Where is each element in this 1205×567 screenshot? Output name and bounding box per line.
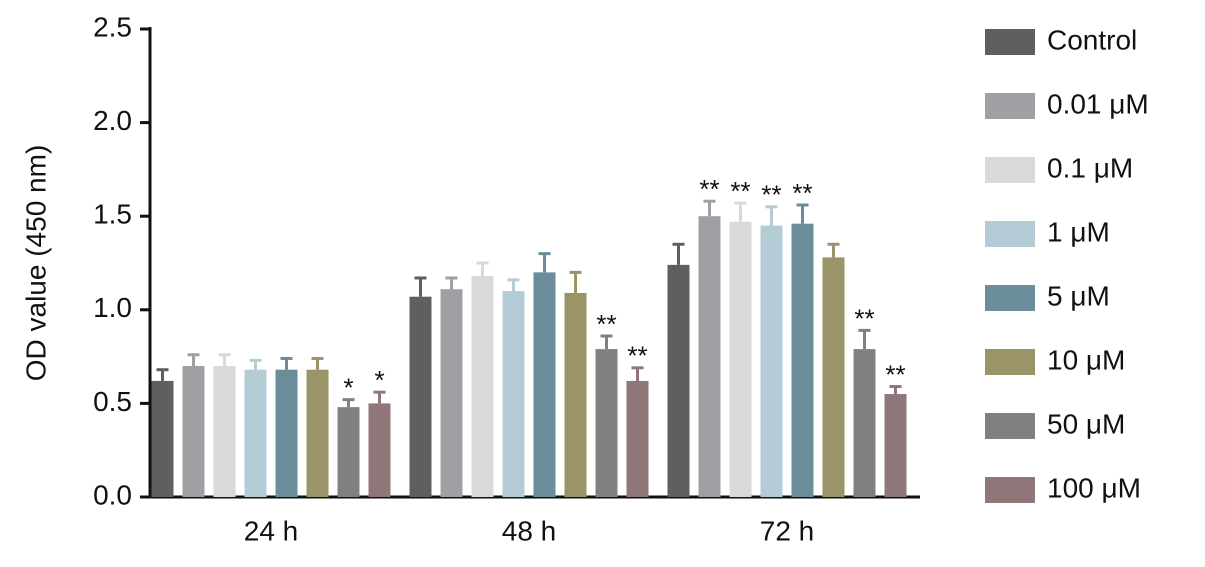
x-tick-label: 24 h [244, 515, 299, 546]
bar [884, 394, 907, 497]
legend-label: Control [1047, 24, 1137, 55]
bar [244, 369, 267, 497]
bar [698, 216, 721, 497]
significance: ** [699, 174, 719, 204]
bar [760, 225, 783, 497]
legend-swatch [985, 477, 1035, 503]
bar [306, 369, 329, 497]
significance: ** [885, 359, 905, 389]
legend-label: 10 μM [1047, 344, 1125, 375]
bar [791, 223, 814, 498]
x-tick-label: 48 h [502, 515, 557, 546]
significance: ** [792, 178, 812, 208]
bar [667, 264, 690, 497]
legend-swatch [985, 93, 1035, 119]
bar [368, 403, 391, 497]
y-axis-label: OD value (450 nm) [20, 145, 51, 382]
bar [213, 365, 236, 497]
bar [822, 257, 845, 497]
bar [471, 276, 494, 497]
bar [275, 369, 298, 497]
legend-swatch [985, 29, 1035, 55]
y-tick-label: 1.5 [93, 199, 132, 230]
legend-swatch [985, 413, 1035, 439]
significance: ** [596, 309, 616, 339]
significance: ** [854, 303, 874, 333]
bar [337, 407, 360, 497]
significance: ** [627, 341, 647, 371]
legend-label: 100 μM [1047, 472, 1141, 503]
y-tick-label: 0.5 [93, 386, 132, 417]
bar [440, 289, 463, 497]
legend-label: 5 μM [1047, 280, 1110, 311]
bar [853, 349, 876, 497]
bar [729, 221, 752, 498]
significance: ** [761, 180, 781, 210]
bar [595, 349, 618, 497]
y-tick-label: 2.5 [93, 11, 132, 42]
bar [533, 272, 556, 497]
bar [502, 291, 525, 497]
legend-swatch [985, 285, 1035, 311]
legend-label: 0.1 μM [1047, 152, 1133, 183]
bar [182, 365, 205, 497]
legend-label: 1 μM [1047, 216, 1110, 247]
legend-label: 0.01 μM [1047, 88, 1149, 119]
bar [626, 380, 649, 497]
legend-swatch [985, 221, 1035, 247]
bar [151, 380, 174, 497]
bar [409, 296, 432, 497]
significance: ** [730, 176, 750, 206]
y-tick-label: 1.0 [93, 292, 132, 323]
legend-swatch [985, 349, 1035, 375]
significance: * [343, 373, 353, 403]
legend-label: 50 μM [1047, 408, 1125, 439]
x-tick-label: 72 h [760, 515, 815, 546]
legend-swatch [985, 157, 1035, 183]
bar [564, 292, 587, 497]
y-tick-label: 0.0 [93, 479, 132, 510]
y-tick-label: 2.0 [93, 105, 132, 136]
significance: * [374, 365, 384, 395]
